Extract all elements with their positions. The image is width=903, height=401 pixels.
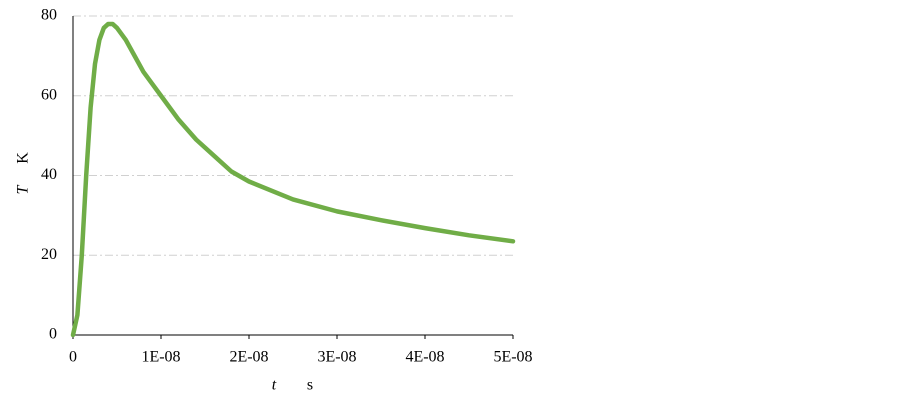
y-tick-label: 0: [49, 326, 57, 343]
y-tick-label: 20: [41, 246, 57, 263]
x-tick-label: 2E-08: [229, 349, 268, 366]
x-tick-label: 3E-08: [317, 349, 356, 366]
y-tick-label: 40: [41, 166, 57, 183]
line: [70, 21, 516, 338]
x-tick-label: 1E-08: [141, 349, 180, 366]
y-axis-unit: K: [15, 152, 32, 164]
x-axis-symbol: t: [272, 377, 277, 394]
x-axis-unit: s: [307, 377, 313, 394]
x-tick-label: 4E-08: [405, 349, 444, 366]
y-axis-symbol: T: [15, 184, 32, 194]
y-tick-label: 80: [41, 7, 57, 24]
x-tick-label: 0: [69, 349, 77, 366]
x-tick-label: 5E-08: [493, 349, 532, 366]
y-tick-label: 60: [41, 86, 57, 103]
